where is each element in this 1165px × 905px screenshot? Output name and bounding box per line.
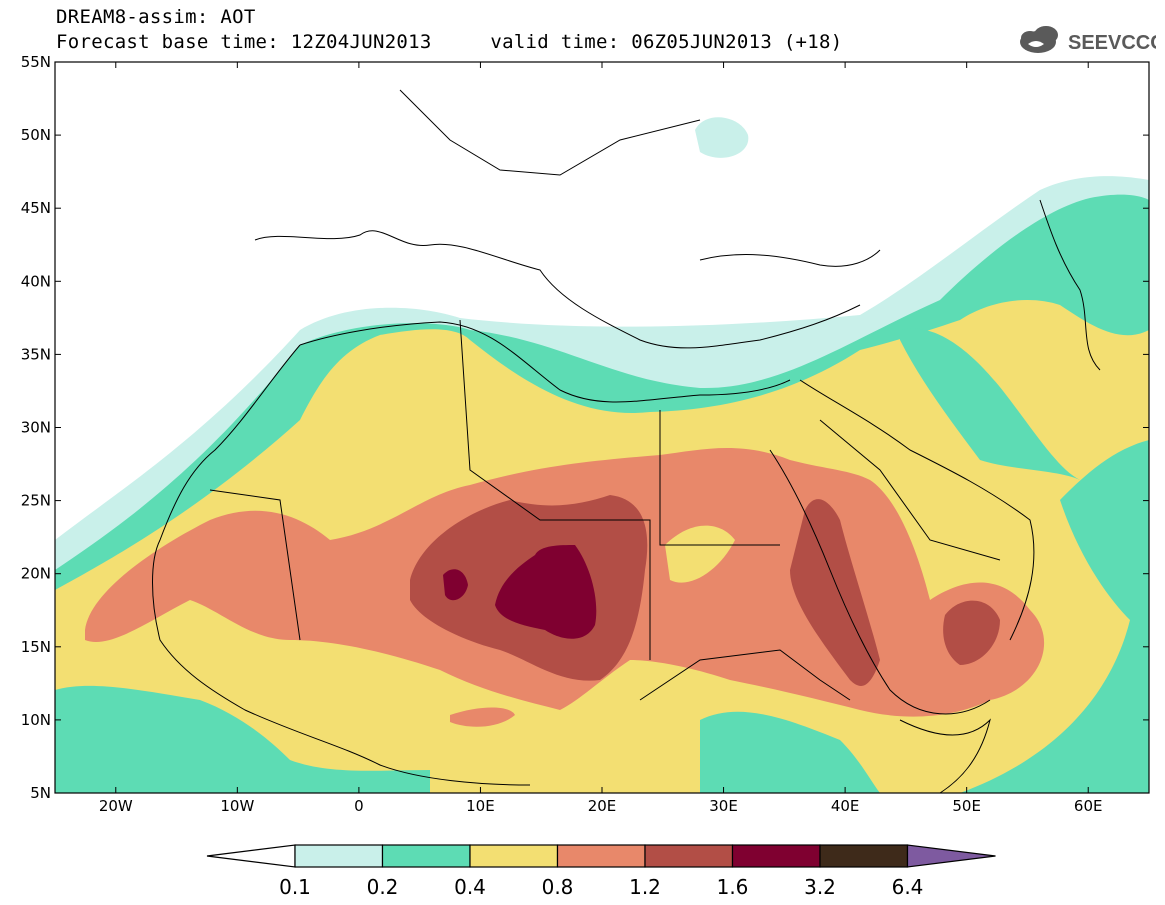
colorbar-over-triangle xyxy=(906,844,996,868)
colorbar-label: 1.2 xyxy=(629,875,661,899)
lon-label: 20E xyxy=(588,797,617,815)
border-arabia xyxy=(819,419,1001,561)
aot-lower-teal-east xyxy=(700,711,880,793)
lat-label: 20N xyxy=(21,565,51,583)
colorbar-label: 6.4 xyxy=(892,875,924,899)
colorbar-cell xyxy=(469,844,559,868)
lat-label: 55N xyxy=(21,53,51,71)
aot-band-1.2-east xyxy=(790,499,880,686)
lat-label: 50N xyxy=(21,126,51,144)
aot-teal-gulf xyxy=(900,328,1080,480)
aot-band-1.6-west xyxy=(443,569,468,601)
colorbar-label: 0.8 xyxy=(542,875,574,899)
aot-band-1.6 xyxy=(495,545,597,639)
colorbar-label: 1.6 xyxy=(717,875,749,899)
lon-label: 40E xyxy=(831,797,860,815)
lon-label: 50E xyxy=(952,797,981,815)
logo-text: SEEVCCC xyxy=(1068,32,1156,54)
coastline-north-africa xyxy=(299,321,791,403)
colorbar-label: 0.1 xyxy=(279,875,311,899)
aot-small-orange xyxy=(450,707,515,727)
title-line-1: DREAM8-assim: AOT xyxy=(56,6,256,28)
lat-label: 15N xyxy=(21,638,51,656)
lon-label: 10E xyxy=(466,797,495,815)
colorbar-cell xyxy=(819,844,909,868)
lat-label: 45N xyxy=(21,199,51,217)
colorbar-under-triangle xyxy=(206,844,296,868)
coastline-caspian xyxy=(1039,199,1101,371)
colorbar: 0.1 0.2 0.4 0.8 1.2 1.6 3.2 6.4 xyxy=(206,844,996,899)
aot-field xyxy=(55,117,1149,793)
border-sahara-1 xyxy=(209,489,301,641)
colorbar-cell xyxy=(556,844,646,868)
border-sahara-2 xyxy=(459,319,651,660)
coastline-black-sea xyxy=(699,249,881,267)
lat-label: 30N xyxy=(21,419,51,437)
lon-label: 20W xyxy=(99,797,133,815)
lon-label: 60E xyxy=(1074,797,1103,815)
longitude-axis: 20W 10W 0 10E 20E 30E 40E 50E 60E xyxy=(99,62,1103,815)
lon-label: 30E xyxy=(709,797,738,815)
aot-lower-teal xyxy=(55,685,430,793)
latitude-axis: 55N 50N 45N 40N 35N 30N 25N 20N 15N 10N 5N xyxy=(21,53,1149,802)
colorbar-cell xyxy=(294,844,384,868)
aot-band-0.1-patch xyxy=(695,117,749,158)
lat-label: 40N xyxy=(21,272,51,290)
colorbar-label: 3.2 xyxy=(804,875,836,899)
border-egypt xyxy=(659,410,780,546)
coastline-arabia xyxy=(799,379,1035,641)
lat-label: 35N xyxy=(21,345,51,363)
coastline-red-sea xyxy=(769,449,991,715)
aot-yellow-inlet xyxy=(665,525,735,583)
colorbar-cell xyxy=(644,844,734,868)
lat-label: 5N xyxy=(30,784,51,802)
border-north-europe xyxy=(399,89,701,176)
lat-label: 10N xyxy=(21,711,51,729)
coastline-west-africa xyxy=(152,344,531,786)
aot-band-1.2-yemen xyxy=(943,600,1000,665)
border-east-africa xyxy=(639,649,851,701)
title-line-2: Forecast base time: 12Z04JUN2013 valid t… xyxy=(56,31,843,53)
lon-label: 0 xyxy=(354,797,364,815)
colorbar-cell xyxy=(731,844,821,868)
colorbar-label: 0.4 xyxy=(454,875,486,899)
lon-label: 10W xyxy=(220,797,254,815)
colorbar-label: 0.2 xyxy=(367,875,399,899)
cloud-icon xyxy=(1020,26,1058,53)
colorbar-cell xyxy=(381,844,471,868)
lat-label: 25N xyxy=(21,492,51,510)
coastline-horn xyxy=(899,718,991,793)
coastline-europe xyxy=(254,230,861,349)
coastlines xyxy=(152,89,1101,793)
seevccc-logo: SEEVCCC xyxy=(1020,26,1156,54)
